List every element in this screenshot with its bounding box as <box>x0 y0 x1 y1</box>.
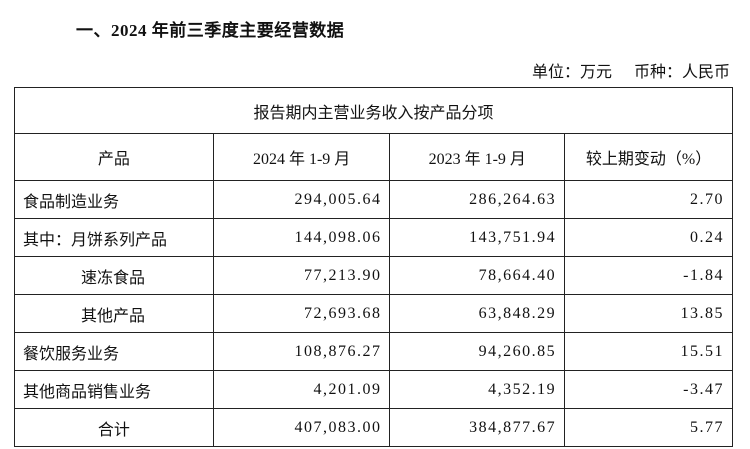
product-cell: 餐饮服务业务 <box>14 332 214 371</box>
value-cell: 0.24 <box>564 218 733 257</box>
value-cell: 2.70 <box>564 180 733 219</box>
caption-row: 报告期内主营业务收入按产品分项 <box>14 87 733 134</box>
value-cell: 63,848.29 <box>389 294 566 333</box>
revenue-table: 报告期内主营业务收入按产品分项 产品 2024 年 1-9 月 2023 年 1-9 … <box>14 87 733 447</box>
header-row: 产品 2024 年 1-9 月 2023 年 1-9 月较上期变动（%） <box>14 133 733 181</box>
column-header: 2024 年 1-9 月 <box>212 133 391 181</box>
product-cell: 其中：月饼系列产品 <box>14 218 214 257</box>
value-cell: 94,260.85 <box>389 332 566 371</box>
value-cell: 144,098.06 <box>212 218 391 257</box>
value-cell: 13.85 <box>564 294 733 333</box>
value-cell: -1.84 <box>564 256 733 295</box>
data-row: 餐饮服务业务 108,876.27 94,260.85 15.51 <box>14 332 733 371</box>
product-cell: 其他产品 <box>14 294 214 333</box>
data-row: 合计 407,083.00 384,877.67 5.77 <box>14 408 733 447</box>
value-cell: 5.77 <box>564 408 733 447</box>
data-row: 其中：月饼系列产品 144,098.06 143,751.94 0.24 <box>14 218 733 257</box>
unit: 单位：万元 <box>531 64 612 81</box>
value-cell: 384,877.67 <box>389 408 566 447</box>
value-cell: 4,201.09 <box>212 370 391 409</box>
value-cell: 78,664.40 <box>389 256 566 295</box>
product-cell: 合计 <box>14 408 214 447</box>
column-header: 产品 <box>14 133 214 181</box>
column-header: 较上期变动（%） <box>564 133 733 181</box>
value-cell: 407,083.00 <box>212 408 391 447</box>
data-row: 其他产品 72,693.68 63,848.29 13.85 <box>14 294 733 333</box>
unit-line: 单位：万元 币种：人民币 <box>532 58 730 82</box>
value-cell: 294,005.64 <box>212 180 391 219</box>
table-caption: 报告期内主营业务收入按产品分项 <box>14 87 733 134</box>
data-row: 其他商品销售业务 4,201.09 4,352.19 -3.47 <box>14 370 733 409</box>
column-header: 2023 年 1-9 月 <box>389 133 566 181</box>
data-row: 速冻食品 77,213.90 78,664.40 -1.84 <box>14 256 733 295</box>
data-row: 食品制造业务 294,005.64 286,264.63 2.70 <box>14 180 733 219</box>
section-title: 一、2024 年前三季度主要经营数据 <box>76 21 345 40</box>
value-cell: 15.51 <box>564 332 733 371</box>
value-cell: 4,352.19 <box>389 370 566 409</box>
value-cell: 108,876.27 <box>212 332 391 371</box>
product-cell: 食品制造业务 <box>14 180 214 219</box>
currency: 币种：人民币 <box>633 64 730 81</box>
value-cell: 143,751.94 <box>389 218 566 257</box>
product-cell: 其他商品销售业务 <box>14 370 214 409</box>
product-cell: 速冻食品 <box>14 256 214 295</box>
value-cell: 72,693.68 <box>212 294 391 333</box>
value-cell: 286,264.63 <box>389 180 566 219</box>
value-cell: 77,213.90 <box>212 256 391 295</box>
value-cell: -3.47 <box>564 370 733 409</box>
